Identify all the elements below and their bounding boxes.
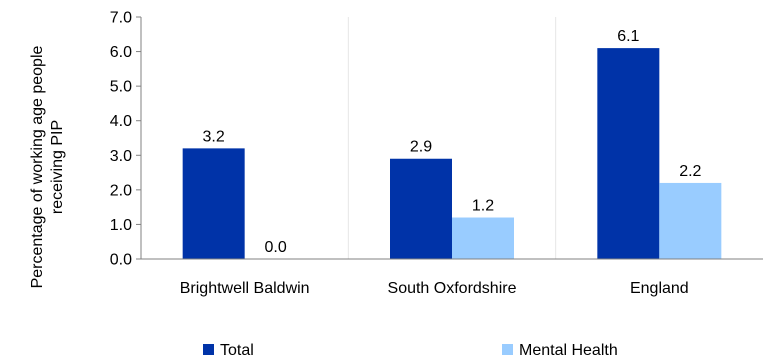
- y-tick-label: 1.0: [110, 217, 132, 234]
- x-category-label: Brightwell Baldwin: [180, 280, 310, 297]
- data-label: 3.2: [203, 128, 225, 145]
- y-axis-title-line-1: Percentage of working age people: [29, 45, 46, 288]
- data-label: 0.0: [265, 239, 287, 256]
- labels-layer: 0.0 1.0 2.0 3.0 4.0 5.0 6.0 7.0 3.2 0.0 Brightwell…: [110, 10, 702, 298]
- grid-layer: [347, 17, 557, 259]
- data-label: 2.9: [410, 139, 432, 156]
- data-label: 2.2: [679, 163, 701, 180]
- legend: Total Mental Health: [203, 342, 618, 359]
- data-label: 6.1: [617, 28, 639, 45]
- y-tick-label: 4.0: [110, 113, 132, 130]
- y-tick-label: 3.0: [110, 148, 132, 165]
- legend-swatch: [203, 344, 214, 355]
- x-category-label: England: [630, 280, 689, 297]
- x-category-label: South Oxfordshire: [388, 280, 517, 297]
- bar-mental-health: [452, 217, 514, 259]
- bar-total: [597, 48, 660, 259]
- legend-label: Total: [220, 342, 254, 359]
- legend-label: Mental Health: [519, 342, 618, 359]
- y-tick-label: 2.0: [110, 182, 132, 199]
- y-tick-label: 6.0: [110, 44, 132, 61]
- axes-layer: [136, 16, 763, 260]
- y-tick-label: 5.0: [110, 79, 132, 96]
- legend-swatch: [502, 344, 513, 355]
- bars-layer: [182, 48, 722, 259]
- y-tick-label: 0.0: [110, 252, 132, 269]
- y-axis-title-line-2: receiving PIP: [49, 120, 66, 214]
- bar-mental-health: [659, 182, 722, 259]
- bar-total: [390, 158, 452, 259]
- bar-total: [182, 148, 245, 259]
- data-label: 1.2: [472, 198, 494, 215]
- y-tick-label: 7.0: [110, 10, 132, 27]
